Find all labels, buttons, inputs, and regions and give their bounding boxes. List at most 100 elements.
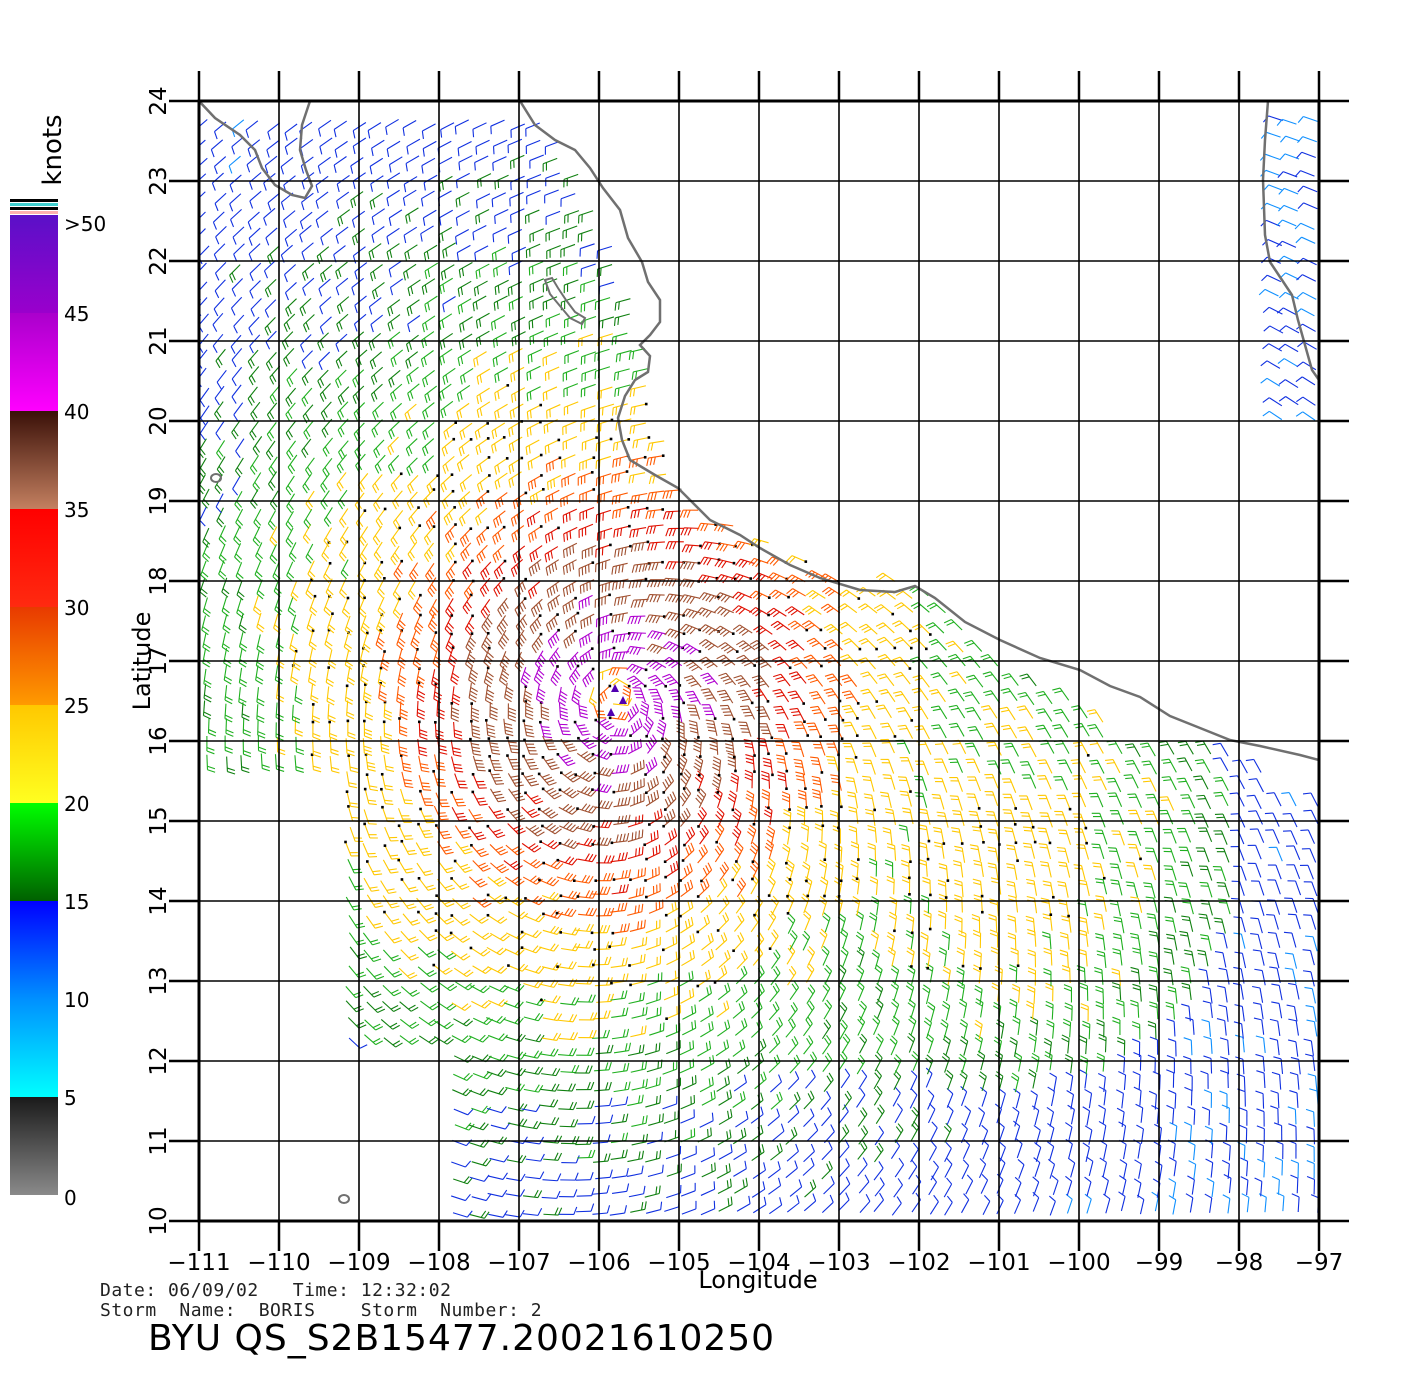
wind-barb	[914, 760, 929, 776]
wind-barb	[422, 209, 437, 226]
wind-barb	[944, 1195, 953, 1216]
wind-barb	[1084, 1176, 1092, 1197]
wind-barb	[1310, 1194, 1319, 1213]
wind-barb	[346, 719, 356, 740]
wind-barb	[301, 438, 312, 458]
wind-barb	[1201, 1019, 1212, 1037]
wind-barb	[645, 524, 664, 535]
wind-barb	[407, 580, 417, 600]
wind-barb	[582, 667, 595, 688]
wind-barb	[609, 677, 631, 688]
wind-barb	[265, 352, 277, 371]
wind-barb	[642, 716, 654, 738]
wind-barb	[464, 614, 475, 636]
wind-barb	[303, 508, 313, 529]
wind-barb	[542, 735, 557, 751]
wind-barb	[362, 843, 378, 858]
wind-barb	[971, 913, 981, 933]
wind-barb	[736, 950, 748, 970]
wind-barb	[1304, 986, 1316, 1004]
wind-barb	[878, 688, 896, 703]
wind-barb	[231, 278, 244, 297]
wind-barb	[397, 858, 415, 874]
wind-barb	[1079, 1069, 1088, 1089]
wind-barb	[441, 437, 456, 457]
wind-barb	[420, 350, 434, 368]
wind-barb	[733, 1143, 747, 1161]
wind-barb	[369, 157, 384, 175]
wind-barb	[340, 559, 349, 580]
wind-barb	[459, 367, 474, 385]
wind-barb	[409, 562, 419, 583]
wind-barb	[216, 456, 226, 477]
wind-barb	[319, 137, 333, 155]
wind-barb	[250, 489, 259, 509]
wind-barb	[392, 490, 403, 510]
wind-barb	[543, 332, 559, 347]
wind-barb	[841, 690, 860, 705]
wind-barb	[696, 878, 710, 898]
wind-barb	[413, 613, 424, 635]
wind-barb	[770, 620, 791, 631]
wind-barb	[803, 1016, 813, 1037]
wind-barb	[267, 192, 280, 211]
wind-barb	[1044, 1050, 1053, 1071]
wind-barb	[1045, 982, 1054, 1002]
wind-barb	[680, 643, 702, 655]
wind-barb	[666, 1184, 682, 1199]
wind-barb	[785, 1126, 798, 1145]
wind-barb	[755, 706, 771, 721]
wind-barb	[914, 792, 928, 808]
wind-barb	[528, 581, 541, 599]
wind-barb	[936, 811, 949, 828]
wind-barb	[733, 1160, 747, 1177]
wind-barb	[302, 314, 315, 333]
wind-barb	[1116, 1107, 1125, 1127]
wind-barb	[267, 122, 281, 140]
wind-barb	[390, 526, 402, 548]
wind-barb	[468, 876, 488, 888]
wind-barb	[769, 1197, 783, 1215]
wind-barb	[265, 227, 278, 246]
wind-barb	[664, 628, 686, 639]
wind-barb	[664, 791, 677, 811]
wind-barb	[929, 1121, 938, 1142]
wind-barb	[545, 489, 560, 506]
wind-barb	[840, 946, 849, 967]
wind-barb	[369, 264, 383, 282]
wind-barb	[510, 175, 525, 191]
wind-barb	[763, 806, 773, 826]
wind-barb	[664, 899, 680, 917]
wind-barb	[301, 367, 313, 386]
wind-barb	[1273, 1122, 1283, 1141]
wind-barb	[958, 1053, 967, 1074]
wind-barb	[417, 946, 437, 958]
mexico-coastline	[199, 101, 314, 200]
wind-barb	[811, 740, 826, 756]
wind-barb	[660, 752, 673, 774]
lat-tick-label: 11	[146, 1126, 172, 1155]
wind-barb	[475, 490, 490, 509]
wind-barb	[822, 1052, 833, 1073]
wind-barb	[1145, 793, 1161, 809]
wind-barb	[388, 260, 402, 278]
wind-barb	[218, 543, 227, 564]
wind-barb	[714, 842, 725, 863]
wind-barb	[231, 136, 244, 155]
wind-barb	[1197, 827, 1213, 843]
wind-barb	[1288, 982, 1300, 1000]
wind-barb	[1117, 1053, 1126, 1073]
wind-barb	[767, 1161, 781, 1179]
wind-barb	[1305, 1108, 1316, 1127]
wind-barb	[558, 1189, 578, 1198]
wind-barb	[1203, 1089, 1213, 1108]
wind-barb	[795, 771, 807, 790]
wind-barb	[1146, 913, 1159, 930]
wind-barb	[1011, 983, 1021, 1003]
wind-barb	[1042, 880, 1055, 899]
legend-label: 40	[64, 400, 89, 424]
wind-barb	[506, 808, 526, 822]
wind-barb	[371, 281, 385, 300]
wind-barb	[526, 365, 541, 381]
wind-barb	[354, 262, 368, 280]
